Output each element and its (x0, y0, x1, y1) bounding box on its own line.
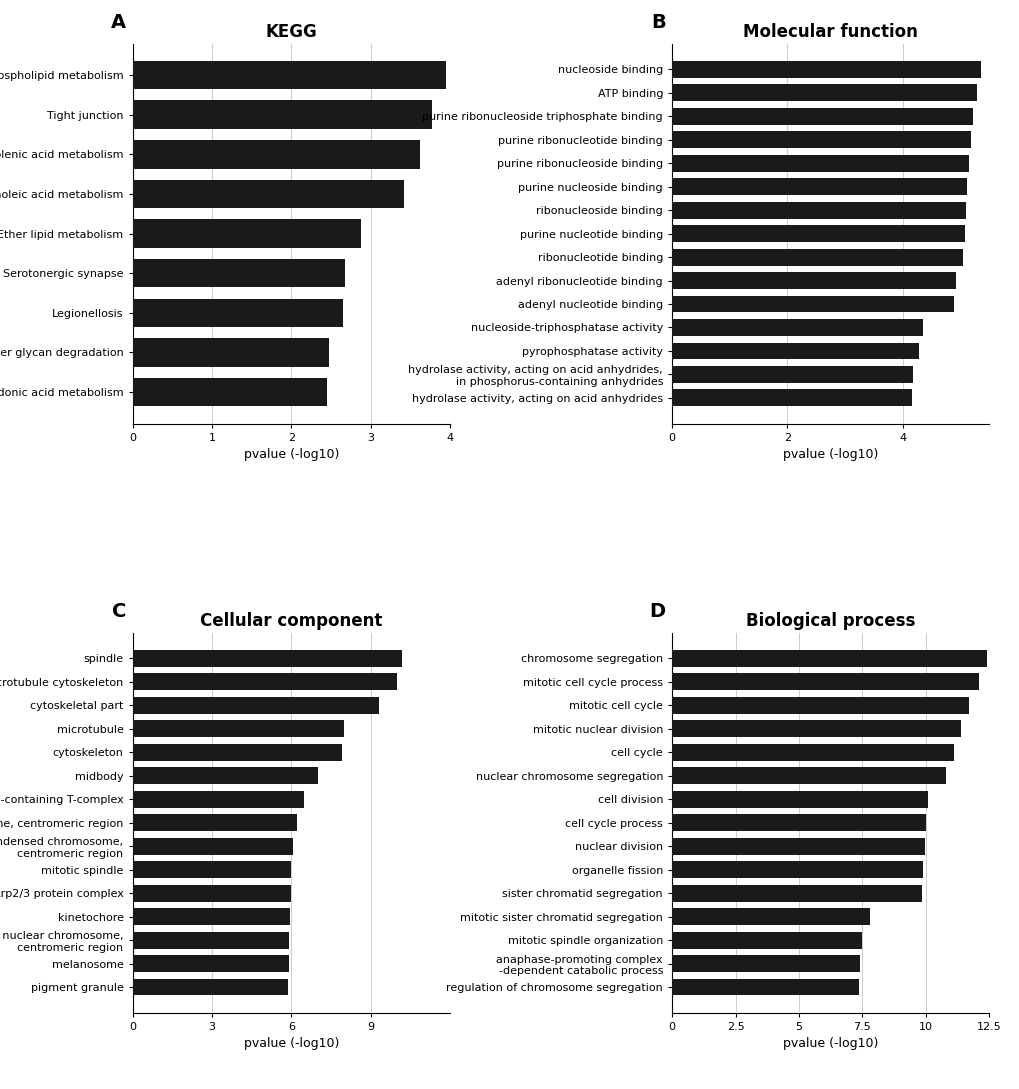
Text: D: D (649, 602, 665, 622)
Bar (672, 108, 972, 124)
X-axis label: pvalue (-log10): pvalue (-log10) (244, 449, 338, 462)
Bar (132, 298, 342, 327)
Bar (672, 343, 918, 359)
Bar (672, 837, 924, 855)
Text: A: A (111, 13, 126, 33)
Bar (672, 61, 980, 77)
Bar (672, 248, 963, 266)
Bar (672, 272, 955, 289)
Bar (672, 697, 968, 713)
Bar (672, 908, 869, 925)
Bar (672, 815, 925, 831)
X-axis label: pvalue (-log10): pvalue (-log10) (783, 1038, 877, 1051)
Bar (132, 837, 292, 855)
Bar (132, 180, 404, 208)
Text: C: C (112, 602, 126, 622)
Bar (132, 884, 290, 902)
Bar (132, 697, 378, 713)
Bar (672, 155, 968, 172)
Bar (672, 721, 961, 737)
Bar (672, 979, 858, 995)
Bar (672, 366, 912, 383)
Bar (672, 884, 921, 902)
X-axis label: pvalue (-log10): pvalue (-log10) (783, 449, 877, 462)
Bar (672, 744, 953, 761)
Bar (132, 100, 432, 129)
Bar (672, 201, 965, 219)
Title: KEGG: KEGG (265, 23, 317, 40)
Title: Cellular component: Cellular component (200, 612, 382, 629)
Bar (132, 140, 420, 169)
Title: Molecular function: Molecular function (743, 23, 917, 40)
Bar (132, 339, 329, 367)
Bar (132, 721, 343, 737)
Bar (672, 650, 986, 666)
Bar (132, 768, 317, 784)
Bar (132, 932, 288, 949)
Bar (132, 979, 287, 995)
Title: Biological process: Biological process (745, 612, 914, 629)
Bar (672, 179, 967, 195)
X-axis label: pvalue (-log10): pvalue (-log10) (244, 1038, 338, 1051)
Bar (672, 955, 859, 972)
Bar (132, 650, 401, 666)
Bar (672, 673, 978, 690)
Bar (672, 225, 964, 242)
Bar (672, 319, 922, 335)
Text: B: B (650, 13, 665, 33)
Bar (132, 955, 288, 972)
Bar (672, 791, 927, 808)
Bar (672, 295, 953, 313)
Bar (672, 132, 970, 148)
Bar (132, 861, 291, 878)
Bar (132, 61, 445, 89)
Bar (132, 219, 361, 248)
Bar (132, 673, 396, 690)
Bar (132, 259, 344, 287)
Bar (672, 861, 922, 878)
Bar (672, 932, 862, 949)
Bar (132, 815, 297, 831)
Bar (672, 84, 976, 101)
Bar (672, 768, 946, 784)
Bar (132, 791, 305, 808)
Bar (132, 744, 341, 761)
Bar (132, 378, 327, 406)
Bar (672, 390, 911, 406)
Bar (132, 908, 289, 925)
